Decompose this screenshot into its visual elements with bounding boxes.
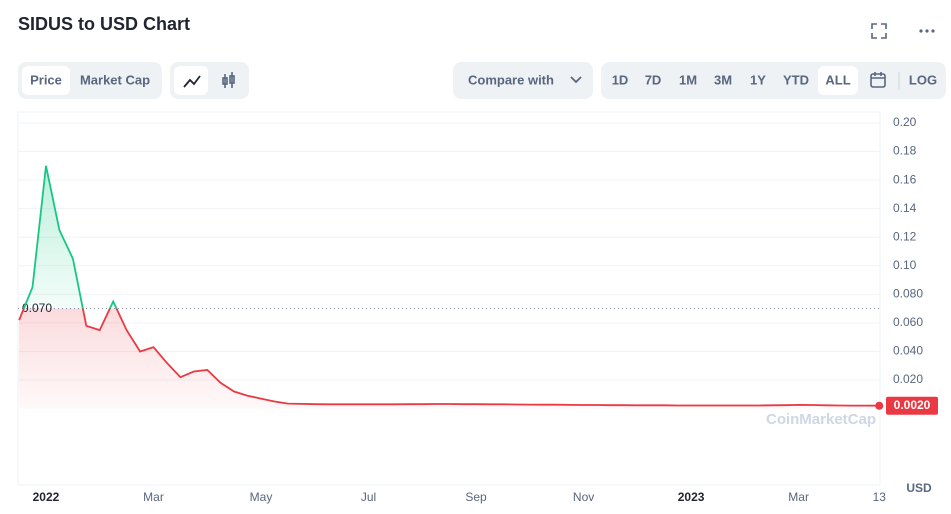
x-tick-label: 2022	[33, 490, 60, 504]
chart-title: SIDUS to USD Chart	[18, 14, 190, 34]
range-button[interactable]: 7D	[645, 72, 662, 87]
tab[interactable]: Market Cap	[80, 72, 150, 87]
last-price-box	[886, 396, 938, 415]
x-tick-label: Jul	[361, 490, 376, 504]
last-price-label: 0.0020	[894, 398, 931, 412]
watermark: CoinMarketCap	[766, 411, 876, 428]
x-tick-label: May	[250, 490, 273, 504]
candle-icon[interactable]	[222, 72, 235, 88]
range-button[interactable]: 3M	[714, 72, 732, 87]
currency-label: USD	[906, 481, 932, 495]
compare-dropdown[interactable]	[453, 62, 593, 99]
range-button[interactable]: 1Y	[750, 72, 766, 87]
more-icon[interactable]	[919, 29, 935, 33]
range-button[interactable]: YTD	[783, 72, 809, 87]
y-tick-label: 0.16	[893, 172, 917, 186]
y-tick-label: 0.080	[893, 287, 923, 301]
compare-label: Compare with	[468, 72, 554, 87]
range-active[interactable]	[818, 66, 858, 95]
x-tick-label: 13	[873, 490, 887, 504]
y-tick-label: 0.10	[893, 258, 917, 272]
calendar-icon[interactable]	[870, 72, 886, 88]
last-price-dot	[875, 401, 884, 410]
x-tick-label: Mar	[788, 490, 809, 504]
x-tick-label: 2023	[678, 490, 705, 504]
y-tick-label: 0.20	[893, 115, 917, 129]
price-line	[18, 165, 880, 407]
log-button[interactable]: LOG	[909, 72, 937, 87]
range-button[interactable]: ALL	[825, 72, 850, 87]
y-tick-label: 0.12	[893, 229, 917, 243]
tab[interactable]: Price	[30, 72, 62, 87]
x-tick-label: Nov	[573, 490, 594, 504]
x-tick-label: Mar	[143, 490, 164, 504]
range-group	[601, 62, 946, 99]
tab-active[interactable]	[22, 66, 70, 95]
range-button[interactable]: 1D	[612, 72, 629, 87]
y-tick-label: 0.14	[893, 201, 917, 215]
y-tick-label: 0.040	[893, 344, 923, 358]
x-tick-label: Sep	[465, 490, 487, 504]
plot-frame	[17, 111, 881, 486]
fullscreen-icon[interactable]	[871, 23, 887, 39]
y-tick-label: 0.18	[893, 144, 917, 158]
chevron	[570, 76, 582, 84]
line-icon	[183, 75, 201, 88]
y-tick-label: 0.060	[893, 315, 923, 329]
reference-label: 0.070	[22, 301, 52, 315]
y-tick-label: 0.020	[893, 372, 923, 386]
area	[19, 165, 880, 409]
range-button[interactable]: 1M	[679, 72, 697, 87]
